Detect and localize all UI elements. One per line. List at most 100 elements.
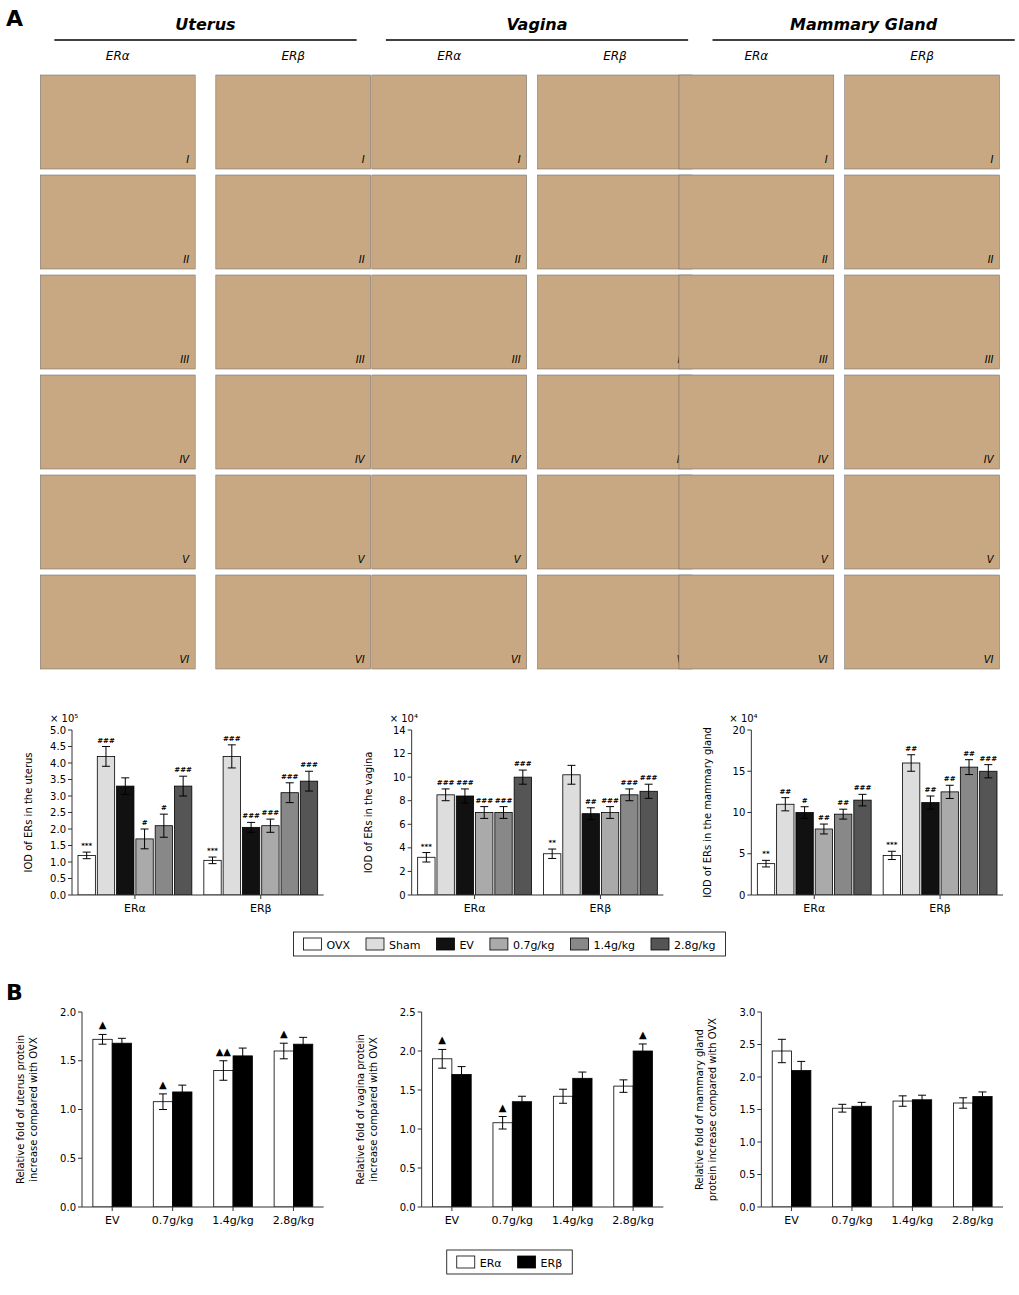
y-tick	[78, 1012, 82, 1013]
error-stem	[911, 755, 912, 772]
error-stem	[648, 784, 649, 798]
error-bar	[907, 755, 915, 772]
error-cap	[179, 796, 187, 797]
error-cap	[160, 837, 168, 838]
x-tick	[474, 895, 475, 899]
y-axis-line	[421, 1012, 422, 1207]
image-placeholder	[40, 275, 195, 369]
bar	[476, 813, 493, 896]
bar	[852, 1106, 871, 1207]
legend-swatch	[457, 1256, 475, 1268]
axes: 0.00.51.01.52.02.53.0EV0.7g/kg1.4g/kg2.8…	[694, 1007, 1003, 1228]
bar-chart: *****##########################024681012…	[363, 713, 664, 915]
bar	[854, 800, 871, 895]
y-axis-label-line: IOD of ERs in the vagina	[363, 752, 374, 874]
axes: 0.00.51.01.52.02.53.03.54.04.55.0ERαERβI…	[23, 725, 324, 916]
error-stem	[445, 789, 446, 801]
y-tick-label: 2.0	[50, 824, 66, 835]
significance: ##	[944, 775, 956, 783]
error-bar	[965, 760, 973, 775]
row-label: VI	[818, 654, 828, 665]
y-tick-label: 1.0	[739, 1137, 755, 1148]
image-placeholder	[372, 475, 527, 569]
y-tick-label: 1.0	[400, 1124, 416, 1135]
significance: ##	[837, 799, 849, 807]
scale-annotation: × 10⁴	[729, 713, 757, 724]
significance: ▲	[159, 1079, 167, 1090]
error-bar	[858, 1102, 866, 1110]
legend-swatch	[490, 938, 508, 950]
error-cap	[442, 800, 450, 801]
error-bar	[559, 1089, 567, 1103]
error-stem	[503, 807, 504, 819]
bar	[883, 855, 900, 895]
error-bar	[499, 1117, 507, 1129]
x-tick	[172, 1207, 173, 1211]
error-bar	[820, 824, 828, 834]
x-axis-line	[82, 1207, 324, 1208]
bar	[757, 864, 774, 895]
error-cap	[438, 1068, 446, 1069]
error-cap	[926, 796, 934, 797]
error-stem	[785, 798, 786, 811]
image-placeholder	[679, 375, 834, 469]
legend: ERαERβ	[447, 1250, 572, 1274]
x-tick-label: ERβ	[590, 902, 612, 915]
significance: ###	[621, 779, 639, 787]
error-stem	[105, 747, 106, 767]
error-bar	[160, 814, 168, 837]
x-tick-label: ERα	[124, 902, 146, 915]
error-bar	[286, 783, 294, 803]
figure: AUterusVaginaMammary GlandERαERβERαERβER…	[0, 0, 1019, 1295]
error-bar	[247, 822, 255, 832]
row-label: II	[359, 254, 365, 265]
bar	[437, 795, 454, 895]
significance: #	[802, 797, 808, 805]
error-cap	[578, 1084, 586, 1085]
bar	[941, 792, 958, 895]
y-tick	[408, 847, 412, 848]
image-placeholder	[679, 175, 834, 269]
significance: ###	[980, 755, 998, 763]
y-tick	[78, 1207, 82, 1208]
error-cap	[778, 1062, 786, 1063]
y-tick-label: 20	[733, 725, 746, 736]
error-stem	[162, 1094, 163, 1110]
image-placeholder	[216, 475, 371, 569]
row-label: IV	[355, 454, 366, 465]
y-tick-label: 2.0	[739, 1072, 755, 1083]
y-tick	[757, 1174, 761, 1175]
error-cap	[918, 1095, 926, 1096]
error-stem	[804, 807, 805, 819]
error-cap	[606, 806, 614, 807]
bar	[452, 1074, 471, 1207]
significance: ***	[421, 843, 432, 851]
image-panel: AUterusVaginaMammary GlandERαERβERαERβER…	[6, 6, 1015, 669]
error-bar	[778, 1039, 786, 1062]
error-bar	[141, 829, 149, 849]
bar-chart: ******#######################0.00.51.01.…	[23, 713, 324, 915]
error-stem	[183, 776, 184, 796]
error-stem	[922, 1095, 923, 1104]
error-bar	[99, 1034, 107, 1044]
y-axis-label-line: increase compared with OVX	[368, 1037, 379, 1182]
error-cap	[978, 1091, 986, 1092]
y-axis-label-line: IOD of ERs in the uterus	[23, 752, 34, 872]
image-placeholder	[216, 175, 371, 269]
axes: 0.00.51.01.52.02.5EV0.7g/kg1.4g/kg2.8g/k…	[355, 1007, 664, 1228]
error-cap	[219, 1080, 227, 1081]
error-cap	[141, 848, 149, 849]
error-cap	[797, 1079, 805, 1080]
error-cap	[121, 777, 129, 778]
error-cap	[559, 1103, 567, 1104]
y-tick	[408, 871, 412, 872]
bar	[174, 786, 191, 895]
x-tick	[451, 1207, 452, 1211]
error-stem	[484, 807, 485, 819]
bar	[78, 855, 95, 895]
legend-label: 0.7g/kg	[513, 939, 555, 952]
bar	[173, 1092, 192, 1207]
x-tick	[233, 1207, 234, 1211]
error-stem	[502, 1117, 503, 1129]
error-cap	[639, 1058, 647, 1059]
